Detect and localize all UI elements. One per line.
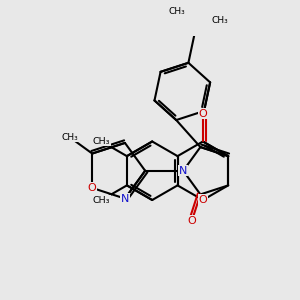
Text: CH₃: CH₃ xyxy=(212,16,229,25)
Text: N: N xyxy=(121,194,129,204)
Text: O: O xyxy=(188,216,196,226)
Text: CH₃: CH₃ xyxy=(93,137,110,146)
Text: CH₃: CH₃ xyxy=(61,133,78,142)
Text: O: O xyxy=(199,109,207,119)
Text: CH₃: CH₃ xyxy=(93,196,110,205)
Text: CH₃: CH₃ xyxy=(168,7,185,16)
Text: O: O xyxy=(88,183,97,193)
Text: O: O xyxy=(199,195,207,205)
Text: N: N xyxy=(179,166,188,176)
